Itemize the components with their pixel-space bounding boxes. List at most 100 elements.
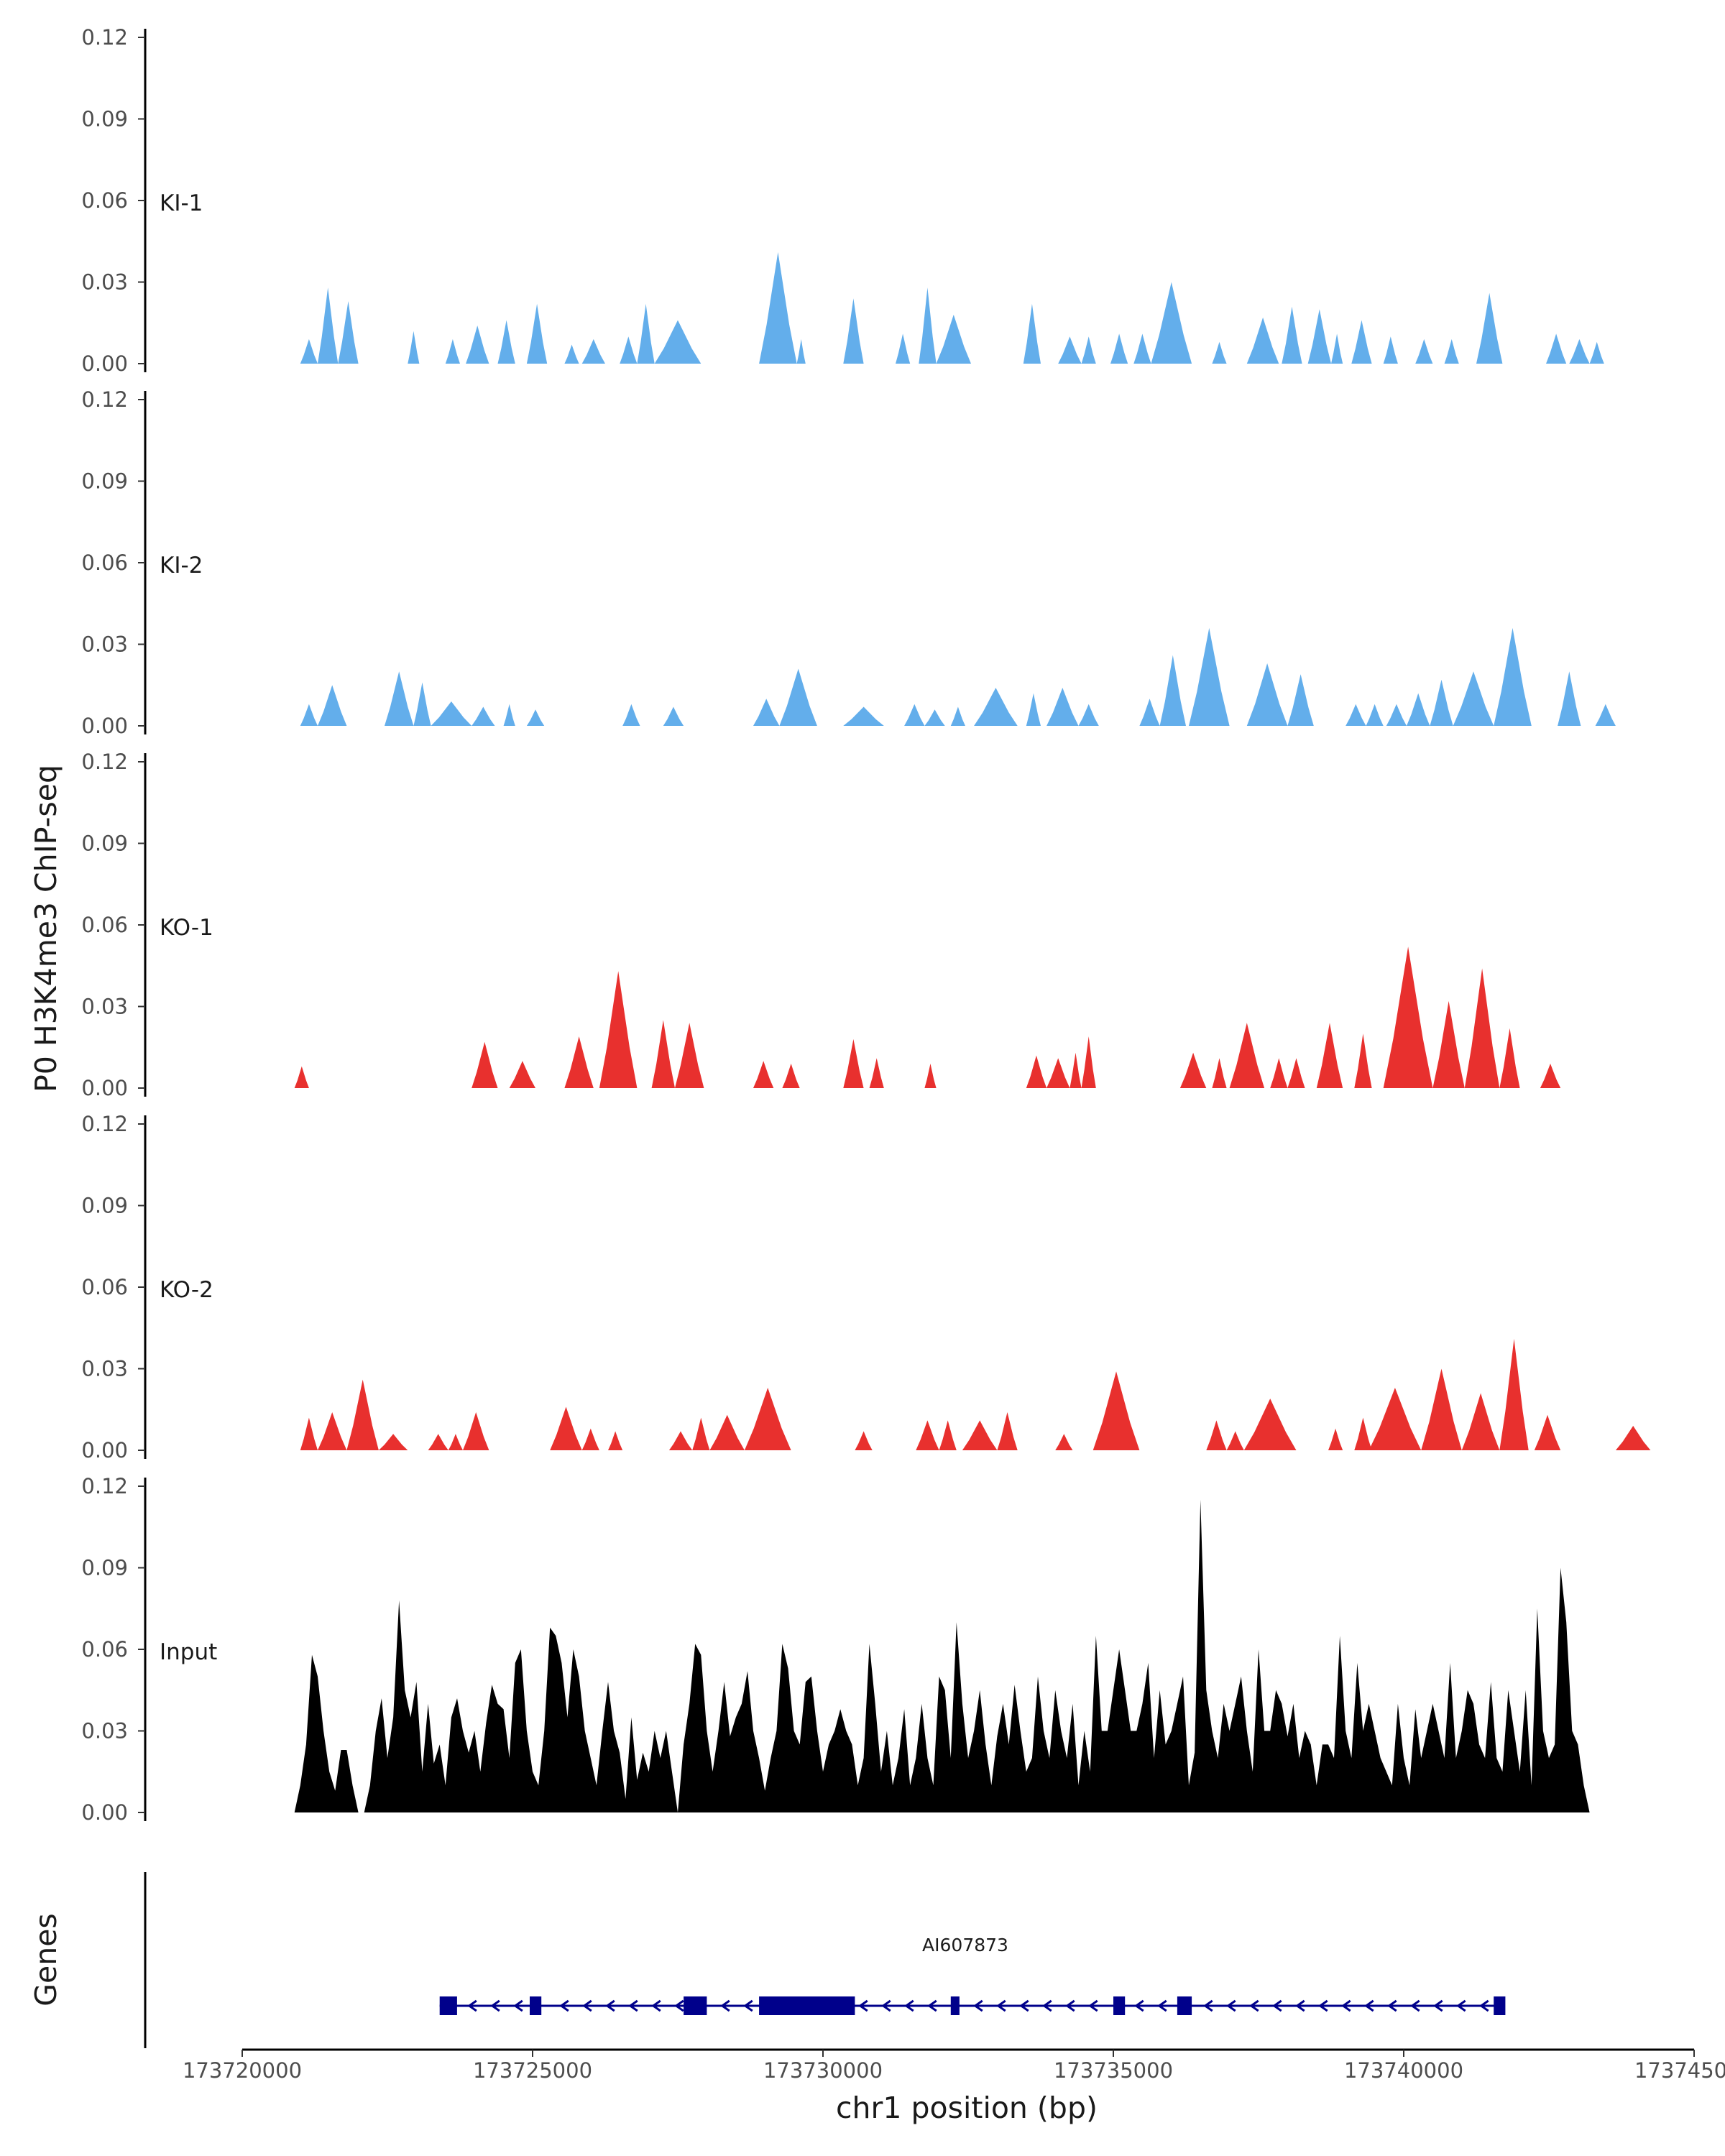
strand-arrow <box>1019 1999 1029 2012</box>
signal-peak <box>408 331 420 364</box>
signal-peak <box>637 303 655 364</box>
signal-peak <box>1058 336 1082 364</box>
signal-peak <box>1430 679 1453 726</box>
signal-peak <box>855 1431 873 1450</box>
gene-name-label: AI607873 <box>922 1935 1008 1955</box>
signal-peak <box>753 699 780 726</box>
signal-panels: 0.00 0.03 0.06 0.09 0.12 KI-1 0.00 0.03 0.06 0.09… <box>81 25 1651 1825</box>
signal-peak <box>1206 1420 1227 1450</box>
y-tick-label: 0.06 <box>81 1637 128 1662</box>
signal-peak <box>1287 1058 1305 1088</box>
track-label: KI-2 <box>160 553 203 579</box>
signal-peak <box>346 1379 379 1450</box>
signal-peak <box>1026 693 1041 726</box>
signal-peak <box>1307 309 1331 364</box>
y-tick-label: 0.06 <box>81 188 128 213</box>
signal-peak <box>916 1420 939 1450</box>
signal-peak <box>675 1023 704 1088</box>
y-tick-label: 0.12 <box>81 1474 128 1498</box>
signal-peak <box>472 1041 498 1088</box>
strand-arrow <box>467 1999 477 2012</box>
signal-peak <box>782 1064 800 1088</box>
signal-peak <box>564 344 579 364</box>
signal-peak <box>843 1038 864 1088</box>
y-tick-label: 0.09 <box>81 469 128 494</box>
signal-peak <box>779 668 817 726</box>
strand-arrow <box>996 1999 1006 2012</box>
signal-peak <box>1078 704 1099 726</box>
signal-peak <box>924 709 945 726</box>
y-tick-label: 0.06 <box>81 913 128 937</box>
signal-peak <box>753 1061 774 1088</box>
signal-peak <box>622 704 640 726</box>
x-tick-label: 173740000 <box>1344 2058 1463 2083</box>
signal-peak <box>608 1431 623 1450</box>
y-tick-label: 0.09 <box>81 831 128 856</box>
signal-peak <box>378 1434 408 1450</box>
signal-peak <box>300 338 318 364</box>
signal-peak <box>620 336 638 364</box>
strand-arrow <box>1249 1999 1259 2012</box>
signal-peak <box>428 1434 448 1450</box>
x-axis-title: chr1 position (bp) <box>836 2091 1098 2125</box>
y-tick-label: 0.12 <box>81 387 128 412</box>
signal-peak <box>1534 1414 1561 1450</box>
y-axis-title: P0 H3K4me3 ChIP-seq <box>29 765 63 1092</box>
track-input: 0.00 0.03 0.06 0.09 0.12 Input <box>81 1474 1590 1825</box>
y-tick-label: 0.03 <box>81 995 128 1019</box>
strand-arrow <box>1387 1999 1397 2012</box>
signal-peak <box>338 301 359 364</box>
x-axis: 173720000 173725000 173730000 173735000 1737… <box>183 2048 1725 2125</box>
signal-peak <box>1212 341 1227 364</box>
strand-arrow <box>490 1999 500 2012</box>
signal-peak <box>1383 946 1433 1088</box>
y-tick-label: 0.06 <box>81 1275 128 1299</box>
strand-arrow <box>582 1999 592 2012</box>
signal-peak <box>294 1066 309 1088</box>
signal-peak <box>1110 333 1128 364</box>
signal-peak <box>924 1064 937 1088</box>
signal-peak <box>1589 341 1604 364</box>
signal-peak <box>526 709 545 726</box>
signal-peak <box>466 326 489 364</box>
x-tick-label: 173725000 <box>473 2058 592 2083</box>
signal-peak <box>1461 1393 1500 1450</box>
signal-peak <box>1133 333 1151 364</box>
x-tick-label: 173745000 <box>1634 2058 1725 2083</box>
strand-arrow <box>1318 1999 1328 2012</box>
strand-arrow <box>1088 1999 1098 2012</box>
signal-peak <box>950 706 965 726</box>
strand-arrow <box>1295 1999 1305 2012</box>
strand-arrow <box>1065 1999 1075 2012</box>
signal-peak <box>1595 704 1616 726</box>
signal-peak <box>503 704 515 726</box>
y-tick-label: 0.09 <box>81 107 128 132</box>
signal-peak <box>1139 699 1160 726</box>
x-tick-label: 173730000 <box>763 2058 883 2083</box>
strand-arrow <box>628 1999 638 2012</box>
strand-arrow <box>1479 1999 1489 2012</box>
signal-peak <box>431 701 472 726</box>
strand-arrow <box>881 1999 891 2012</box>
signal-peak <box>599 971 638 1088</box>
signal-peak <box>997 1412 1018 1450</box>
track-ko-2: 0.00 0.03 0.06 0.09 0.12 KO-2 <box>81 1112 1651 1462</box>
signal-peak <box>509 1061 535 1088</box>
signal-peak <box>318 685 347 726</box>
signal-peak <box>796 338 806 364</box>
signal-peak <box>668 1431 693 1450</box>
y-tick-label: 0.00 <box>81 1076 128 1100</box>
input-signal-area <box>294 1499 1590 1812</box>
signal-peak <box>936 314 971 364</box>
strand-arrow <box>1157 1999 1167 2012</box>
signal-peak <box>1092 1371 1140 1450</box>
x-tick-label: 173735000 <box>1054 2058 1173 2083</box>
signal-peak <box>744 1388 791 1450</box>
signal-peak <box>526 303 548 364</box>
signal-peak <box>1046 1058 1070 1088</box>
signal-peak <box>1070 1052 1082 1088</box>
track-label: KI-1 <box>160 190 203 216</box>
signal-peak <box>1226 1431 1244 1450</box>
signal-peak <box>448 1434 463 1450</box>
y-tick-label: 0.09 <box>81 1556 128 1580</box>
